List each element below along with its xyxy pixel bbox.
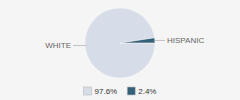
legend-item: 97.6%	[84, 87, 118, 96]
chart-container: WHITE HISPANIC 97.6% 2.4%	[0, 0, 240, 100]
pie-group	[85, 8, 155, 78]
chart-svg: WHITE HISPANIC 97.6% 2.4%	[0, 0, 240, 100]
legend-label: 2.4%	[138, 87, 156, 96]
legend-swatch	[84, 87, 92, 95]
leader-line	[154, 40, 165, 41]
slice-label: HISPANIC	[167, 36, 204, 45]
legend-label: 97.6%	[95, 87, 118, 96]
legend-item: 2.4%	[127, 87, 156, 96]
pie-slice	[85, 8, 155, 78]
leader-line	[73, 45, 86, 46]
annotations: WHITE HISPANIC	[45, 36, 204, 50]
legend-swatch	[127, 87, 135, 95]
slice-label: WHITE	[45, 41, 71, 50]
pie-slice	[120, 38, 155, 43]
legend: 97.6% 2.4%	[84, 87, 157, 96]
